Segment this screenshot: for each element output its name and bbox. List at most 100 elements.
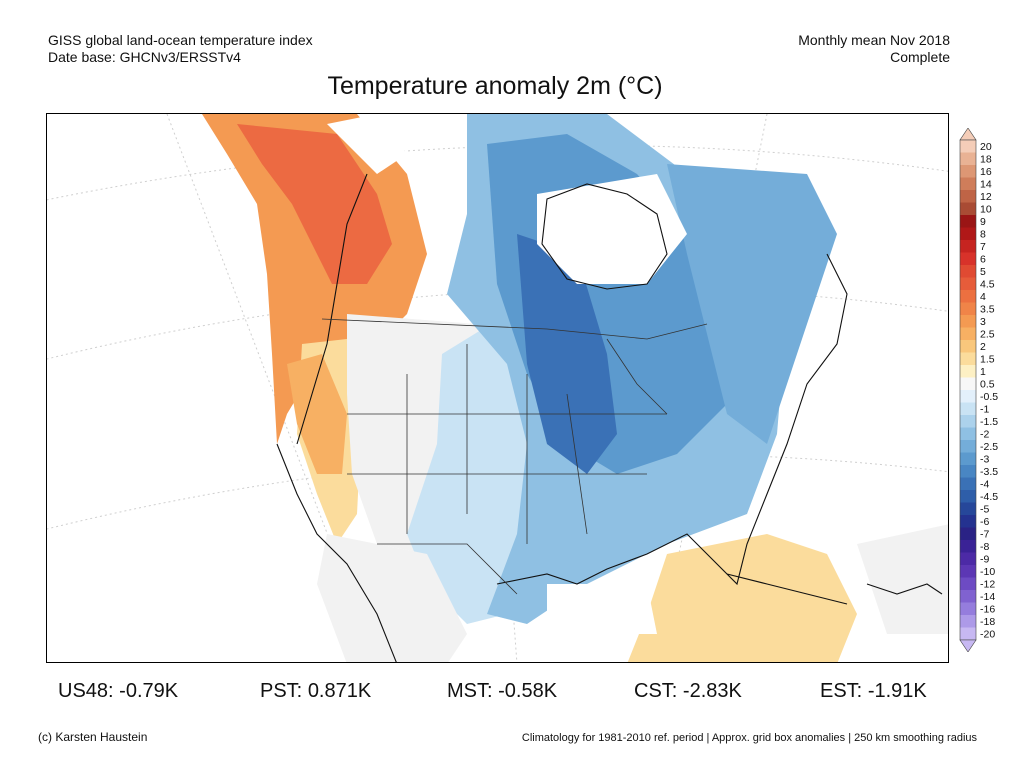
dataset-base: Date base: GHCNv3/ERSSTv4 — [48, 49, 241, 65]
colorbar-tick-label: 10 — [980, 203, 992, 215]
field-west-coast-warm — [287, 354, 347, 474]
field-gulf-missing — [547, 584, 657, 634]
colorbar-swatch — [960, 177, 976, 191]
colorbar-tick-label: -16 — [980, 603, 995, 615]
colorbar-swatch — [960, 365, 976, 378]
colorbar-swatch — [960, 215, 976, 228]
colorbar-swatch — [960, 277, 976, 291]
colorbar-swatch — [960, 502, 976, 516]
colorbar-swatch — [960, 415, 976, 428]
stat-pst: PST: 0.871K — [260, 680, 372, 702]
colorbar-tick-label: 20 — [980, 141, 992, 153]
colorbar-tick-label: -1.5 — [980, 416, 998, 428]
stat-est: EST: -1.91K — [820, 680, 927, 702]
colorbar-swatch — [960, 315, 976, 328]
colorbar-tick-label: 2 — [980, 341, 986, 353]
colorbar-tick-label: -18 — [980, 616, 995, 628]
colorbar-tick-label: 4 — [980, 291, 986, 303]
field-caribbean — [857, 524, 948, 634]
colorbar-tick-label: 0.5 — [980, 378, 995, 390]
header-left: GISS global land-ocean temperature index… — [48, 32, 313, 66]
field-gulf-warm — [627, 534, 857, 662]
colorbar-swatch — [960, 465, 976, 478]
coastlines — [276, 173, 943, 662]
field-mexico-neutral — [317, 534, 467, 662]
colorbar-tick-label: -4.5 — [980, 491, 998, 503]
colorbar-tick-label: -7 — [980, 528, 989, 540]
completeness-label: Complete — [890, 49, 950, 65]
credit-text: (c) Karsten Haustein — [38, 730, 148, 744]
colorbar-min-arrow — [959, 639, 977, 652]
colorbar-swatch — [960, 202, 976, 216]
colorbar-tick-label: 8 — [980, 228, 986, 240]
colorbar-tick-label: 3.5 — [980, 303, 995, 315]
colorbar-swatch — [960, 540, 976, 553]
colorbar-legend: 201816141210987654.543.532.521.510.5-0.5… — [959, 128, 998, 652]
colorbar-swatch — [960, 377, 976, 391]
colorbar-swatch — [960, 527, 976, 541]
colorbar-swatch — [960, 302, 976, 316]
colorbar-swatch — [960, 190, 976, 203]
colorbar-tick-label: -14 — [980, 591, 995, 603]
colorbar-swatch — [960, 565, 976, 578]
colorbar-tick-label: 1.5 — [980, 353, 995, 365]
colorbar-tick-label: 14 — [980, 178, 992, 190]
colorbar-swatch — [960, 615, 976, 628]
colorbar-swatch — [960, 440, 976, 453]
field-bc-hot — [237, 124, 392, 284]
colorbar-swatch — [960, 165, 976, 178]
colorbar-tick-label: 5 — [980, 266, 986, 278]
regional-stats: US48: -0.79K PST: 0.871K MST: -0.58K CST… — [0, 680, 1024, 708]
colorbar-swatch — [960, 265, 976, 278]
colorbar-swatch — [960, 602, 976, 616]
colorbar-tick-label: -20 — [980, 628, 995, 640]
stat-us48: US48: -0.79K — [58, 680, 179, 702]
colorbar-swatch — [960, 352, 976, 366]
anomaly-map[interactable] — [46, 113, 949, 663]
colorbar-swatch — [960, 252, 976, 266]
dataset-title: GISS global land-ocean temperature index — [48, 32, 313, 48]
field-arctic-missing — [327, 114, 407, 174]
colorbar-swatch — [960, 390, 976, 403]
colorbar-tick-label: -1 — [980, 403, 989, 415]
field-northeast — [667, 164, 837, 444]
colorbar-swatch — [960, 577, 976, 591]
colorbar-tick-label: 2.5 — [980, 328, 995, 340]
stat-mst: MST: -0.58K — [447, 680, 558, 702]
colorbar-swatch — [960, 515, 976, 528]
map-canvas — [47, 114, 948, 662]
colorbar-tick-label: -4 — [980, 478, 989, 490]
colorbar-tick-label: 1 — [980, 366, 986, 378]
colorbar-tick-label: 3 — [980, 316, 986, 328]
colorbar-swatch — [960, 290, 976, 303]
colorbar-tick-label: 12 — [980, 191, 992, 203]
colorbar-swatch — [960, 552, 976, 566]
colorbar-tick-label: 9 — [980, 216, 986, 228]
colorbar-swatch — [960, 490, 976, 503]
colorbar-swatch — [960, 402, 976, 416]
colorbar-swatch — [960, 140, 976, 153]
borders — [321, 318, 708, 595]
colorbar-swatch — [960, 477, 976, 491]
colorbar-tick-label: 6 — [980, 253, 986, 265]
colorbar-tick-label: -3.5 — [980, 466, 998, 478]
colorbar-tick-label: -5 — [980, 503, 989, 515]
colorbar-max-arrow — [959, 128, 977, 141]
colorbar-tick-label: -6 — [980, 516, 989, 528]
colorbar-tick-label: 16 — [980, 166, 992, 178]
colorbar-tick-label: -0.5 — [980, 391, 998, 403]
colorbar-swatch — [960, 240, 976, 253]
colorbar-swatch — [960, 152, 976, 166]
colorbar-tick-label: -12 — [980, 578, 995, 590]
header-right: Monthly mean Nov 2018 Complete — [798, 32, 950, 66]
colorbar-tick-label: -3 — [980, 453, 989, 465]
colorbar-swatch — [960, 590, 976, 603]
colorbar-tick-label: -2.5 — [980, 441, 998, 453]
field-hudson-missing — [537, 174, 687, 284]
colorbar-tick-label: -10 — [980, 566, 995, 578]
map-title: Temperature anomaly 2m (°C) — [327, 72, 663, 100]
colorbar-swatch — [960, 227, 976, 241]
stat-cst: CST: -2.83K — [634, 680, 742, 702]
colorbar-swatch — [960, 627, 976, 641]
colorbar-tick-label: -8 — [980, 541, 989, 553]
